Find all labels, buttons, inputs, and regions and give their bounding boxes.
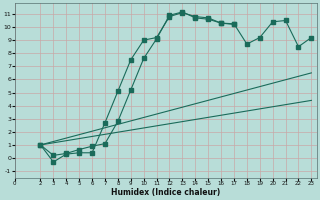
- X-axis label: Humidex (Indice chaleur): Humidex (Indice chaleur): [111, 188, 220, 197]
